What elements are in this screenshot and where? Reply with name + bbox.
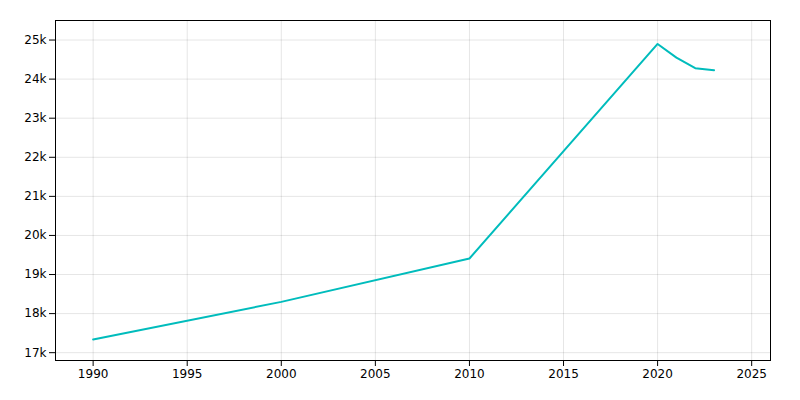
svg-text:2025: 2025 xyxy=(736,367,767,381)
svg-text:25k: 25k xyxy=(24,33,46,47)
svg-text:2010: 2010 xyxy=(454,367,485,381)
svg-text:22k: 22k xyxy=(24,150,46,164)
svg-text:19k: 19k xyxy=(24,267,46,281)
svg-text:1995: 1995 xyxy=(172,367,203,381)
svg-text:24k: 24k xyxy=(24,72,46,86)
svg-text:1990: 1990 xyxy=(78,367,109,381)
svg-text:17k: 17k xyxy=(24,346,46,360)
svg-text:2015: 2015 xyxy=(548,367,579,381)
svg-text:23k: 23k xyxy=(24,111,46,125)
svg-text:2000: 2000 xyxy=(266,367,297,381)
svg-text:18k: 18k xyxy=(24,306,46,320)
svg-text:2005: 2005 xyxy=(360,367,391,381)
svg-text:2020: 2020 xyxy=(642,367,673,381)
svg-text:20k: 20k xyxy=(24,228,46,242)
svg-text:21k: 21k xyxy=(24,189,46,203)
